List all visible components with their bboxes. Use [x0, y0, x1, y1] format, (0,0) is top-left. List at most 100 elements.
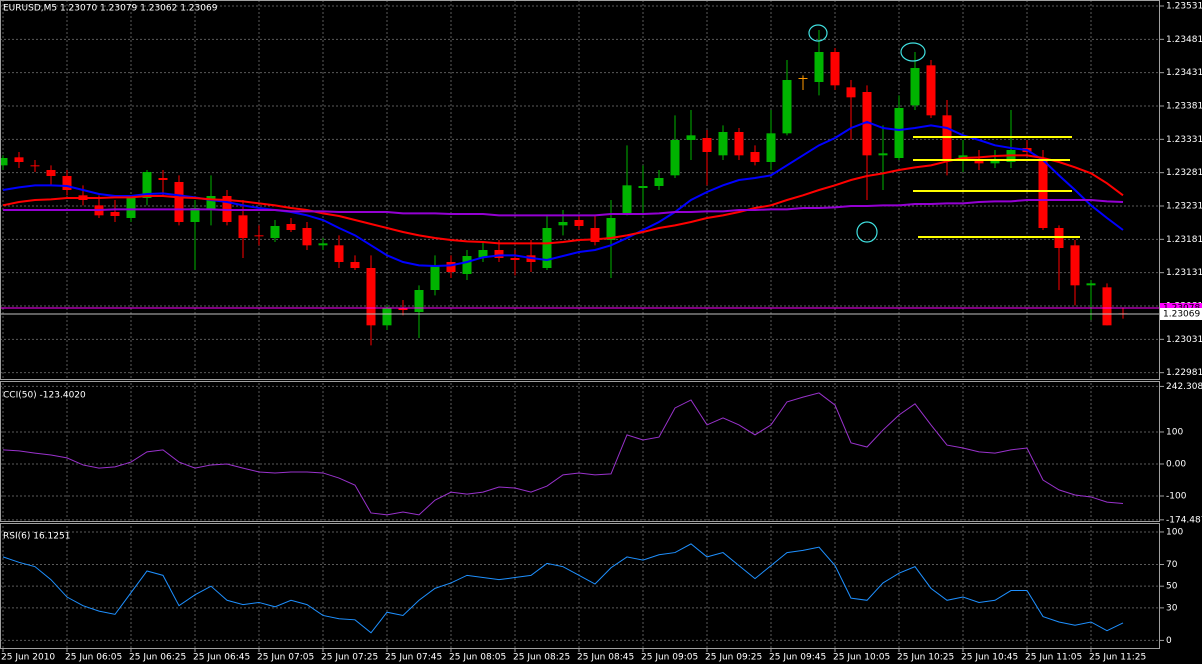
bid-label-box	[1160, 308, 1202, 320]
candle-body	[302, 228, 312, 246]
y-tick-label: 1.23381	[1166, 102, 1202, 112]
x-tick-label: 25 Jun 06:45	[193, 653, 250, 663]
candle-body	[270, 226, 280, 238]
candle-body	[1102, 287, 1112, 326]
x-tick-label: 25 Jun 08:25	[513, 653, 570, 663]
x-tick-label: 25 Jun 11:05	[1025, 653, 1082, 663]
candle-body	[910, 68, 920, 106]
x-tick-label: 25 Jun 07:45	[385, 653, 442, 663]
panel-header: CCI(50) -123.4020	[3, 391, 86, 401]
x-tick-label: 25 Jun 09:45	[769, 653, 826, 663]
candle-body	[30, 165, 40, 167]
candle-body	[414, 290, 424, 312]
candle-body	[622, 185, 632, 214]
candle-body	[366, 268, 376, 326]
candle-body	[638, 186, 648, 188]
y-tick-label: 1.23531	[1166, 2, 1202, 12]
cci-frame	[0, 381, 1160, 522]
y-tick-label: 1.23131	[1166, 268, 1202, 278]
x-tick-label: 25 Jun 11:25	[1089, 653, 1146, 663]
candle-body	[734, 132, 744, 156]
candle-body	[926, 65, 936, 116]
panel-header: RSI(6) 16.1251	[3, 532, 70, 542]
candle-body	[750, 152, 760, 162]
candle-body	[1038, 160, 1048, 228]
y-tick-label: 1.22981	[1166, 368, 1202, 378]
y-tick-label: 242.3084	[1166, 382, 1202, 392]
candle-body	[158, 178, 168, 180]
candle-body	[862, 92, 872, 156]
candle-body	[446, 262, 456, 272]
candle-body	[46, 170, 56, 176]
y-tick-label: -100	[1166, 491, 1187, 501]
y-tick-label: 1.23331	[1166, 135, 1202, 145]
marks-layer	[0, 30, 1160, 634]
candle-body	[126, 198, 136, 218]
x-tick-label: 25 Jun 09:05	[641, 653, 698, 663]
candle-body	[238, 215, 248, 238]
moving-average	[2, 154, 1124, 245]
candle-body	[830, 52, 840, 86]
main-frame	[0, 0, 1160, 380]
candle-body	[142, 172, 152, 198]
candle-body	[718, 132, 728, 156]
indicator-line	[2, 392, 1124, 516]
y-tick-label: 70	[1166, 560, 1178, 570]
x-tick-label: 25 Jun 10:05	[833, 653, 890, 663]
y-tick-label: 1.23431	[1166, 68, 1202, 78]
x-tick-label: 25 Jun 06:25	[129, 653, 186, 663]
y-tick-label: 0.00	[1166, 459, 1186, 469]
candle-body	[894, 108, 904, 158]
y-tick-label: 1.23281	[1166, 168, 1202, 178]
y-tick-label: 1.23181	[1166, 235, 1202, 245]
x-tick-label: 25 Jun 10:45	[961, 653, 1018, 663]
y-tick-label: 100	[1166, 427, 1183, 437]
cyan-circle	[856, 221, 878, 243]
candle-body	[1070, 245, 1080, 286]
candle-body	[670, 140, 680, 176]
x-tick-label: 25 Jun 08:45	[577, 653, 634, 663]
candle-body	[990, 160, 1000, 164]
candle-body	[686, 135, 696, 140]
y-tick-label: 1.23481	[1166, 35, 1202, 45]
candle-body	[494, 250, 504, 258]
x-tick-label: 25 Jun 2010	[1, 653, 55, 663]
y-tick-label: 30	[1166, 603, 1178, 613]
y-tick-label: 1.23231	[1166, 202, 1202, 212]
candle-body	[206, 196, 216, 210]
candle-body	[798, 78, 808, 79]
cyan-circle	[808, 24, 828, 42]
candle-body	[654, 178, 664, 186]
moving-average	[3, 199, 1124, 217]
candle-body	[174, 182, 184, 222]
candle-body	[558, 222, 568, 226]
y-tick-label: 100	[1166, 527, 1183, 537]
y-tick-label: 50	[1166, 582, 1178, 592]
bid-label: 1.23069	[1163, 310, 1200, 320]
candle-body	[702, 138, 712, 152]
indicator-line	[2, 543, 1124, 634]
candle-body	[462, 256, 472, 274]
candle-body	[398, 308, 408, 310]
candle-body	[574, 220, 584, 226]
candle-body	[334, 245, 344, 262]
y-tick-label: -174.487	[1166, 515, 1202, 525]
cyan-circle	[900, 42, 926, 62]
candle-body	[590, 228, 600, 242]
candle-body	[190, 208, 200, 222]
candle-body	[62, 176, 72, 190]
x-tick-label: 25 Jun 08:05	[449, 653, 506, 663]
candle-body	[286, 224, 296, 230]
candle-body	[350, 262, 360, 268]
candle-body	[382, 308, 392, 326]
candle-body	[510, 258, 520, 260]
candle-body	[1086, 283, 1096, 286]
y-tick-label: 0	[1166, 636, 1172, 646]
candle-body	[606, 218, 616, 240]
rsi-frame	[0, 523, 1160, 649]
candle-body	[974, 160, 984, 164]
candle-body	[814, 52, 824, 82]
candle-body	[110, 212, 120, 216]
